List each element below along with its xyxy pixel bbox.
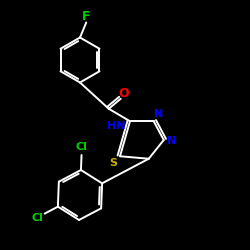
Text: HN: HN — [107, 121, 126, 131]
Text: Cl: Cl — [76, 142, 88, 152]
Text: F: F — [82, 10, 90, 23]
Text: N: N — [166, 136, 176, 146]
Text: N: N — [154, 109, 164, 119]
Text: O: O — [118, 87, 129, 100]
Text: Cl: Cl — [32, 212, 43, 222]
Text: S: S — [110, 158, 118, 168]
